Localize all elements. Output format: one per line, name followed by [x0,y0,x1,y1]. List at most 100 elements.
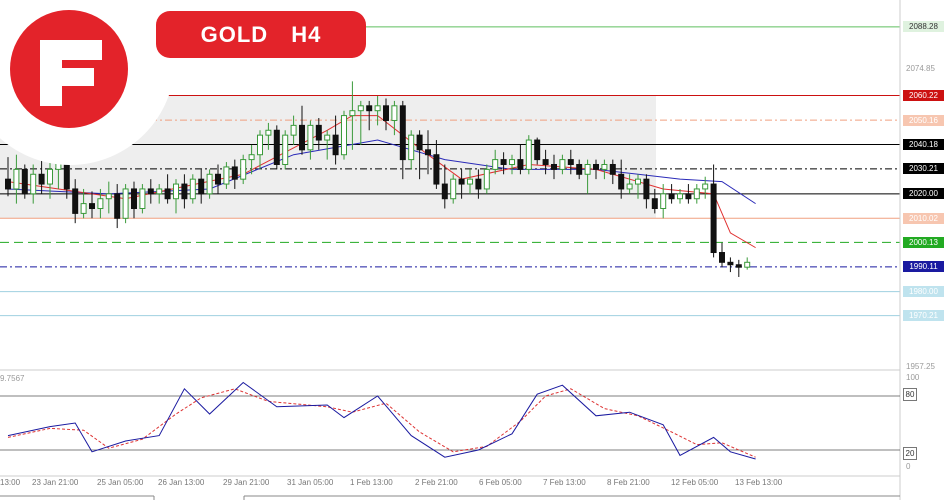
bottom-tab-strip[interactable] [0,495,900,500]
candle-body [215,173,221,185]
price-tick-top: 2074.85 [906,64,935,73]
candle-body [72,188,79,214]
time-tick-label: 23 Jan 21:00 [32,478,79,487]
candle-body [534,139,541,161]
candle-body [383,105,389,121]
candle-body [139,188,146,210]
level-price-tag: 2060.22 [903,89,944,101]
candle-body [30,173,37,195]
time-tick-label: 31 Jan 05:00 [287,478,334,487]
candle-body [735,264,742,268]
time-tick-label: 7 Feb 13:00 [543,478,586,487]
candle-body [198,178,205,195]
oscillator-value: 9.7567 [0,374,25,383]
candle-body [206,173,213,195]
candle-body [492,159,499,170]
timeframe-label: H4 [291,22,322,47]
candle-body [248,154,255,161]
candle-body [450,178,457,200]
brand-logo-mark [10,10,128,128]
candle-body [576,163,583,175]
candle-body [332,134,339,156]
candle-body [601,163,608,170]
candle-body [509,159,515,165]
candle-body [727,261,734,266]
candle-body [173,183,179,200]
candle-body [5,178,11,190]
stochastic-oscillator [0,381,900,460]
candle-body [584,163,591,175]
candle-body [357,105,364,112]
candle-body [399,105,406,161]
candle-body [651,198,658,210]
osc-axis-100: 100 [906,373,920,382]
candle-body [416,134,423,151]
osc-axis-0: 0 [906,462,911,471]
level-price-tag: 2050.16 [903,114,944,126]
candle-body [458,178,465,185]
candle-body [349,110,356,117]
candle-body [89,203,95,210]
time-tick-label: 12 Feb 05:00 [671,478,719,487]
candle-body [559,159,566,170]
candle-body [315,124,322,141]
symbol-badge: GOLD H4 [156,11,366,58]
level-price-tag: 2030.21 [903,163,944,175]
candle-body [114,193,121,219]
candle-body [13,168,20,190]
time-tick-label: 6 Feb 05:00 [479,478,522,487]
price-tick-bottom: 1957.25 [906,362,935,371]
candle-body [257,134,263,156]
time-tick-label: 8 Feb 21:00 [607,478,650,487]
candle-body [282,134,289,165]
symbol-name: GOLD [200,22,269,47]
candle-body [366,105,373,112]
candle-body [290,124,297,136]
candle-body [525,139,532,170]
osc-level-80-tag: 80 [903,388,917,401]
candle-body [660,193,667,210]
candle-body [475,178,482,190]
candle-body [307,124,314,151]
candle-body [668,193,675,200]
candle-body [147,188,154,195]
candle-body [618,173,625,190]
level-price-tag: 1970.21 [903,310,944,322]
candle-body [685,193,692,200]
level-price-tag: 2088.28 [903,21,944,33]
candle-body [425,149,431,156]
level-price-tag: 1980.00 [903,286,944,298]
level-price-tag: 2020.00 [903,188,944,200]
candle-body [341,115,347,156]
candle-body [156,188,163,195]
candle-body [441,183,448,200]
time-tick-label: 13:00 [0,478,21,487]
candle-body [265,129,272,136]
candle-body [433,154,440,185]
candle-body [467,178,473,185]
candle-body [567,159,574,165]
candle-body [626,183,633,190]
time-tick-label: 29 Jan 21:00 [223,478,270,487]
level-price-tag: 2000.13 [903,236,944,248]
level-price-tag: 2040.18 [903,138,944,150]
candle-body [80,203,87,214]
candle-body [63,161,70,190]
candle-body [374,105,381,112]
candle-body [710,183,717,254]
time-tick-label: 1 Feb 13:00 [350,478,393,487]
candle-body [408,134,415,161]
candle-body [324,134,331,141]
candle-body [693,188,700,200]
candle-body [677,193,683,200]
candlesticks [5,81,751,277]
candle-body [609,163,616,175]
stoch-k-line [7,381,756,460]
candle-body [47,168,53,185]
candle-body [744,261,751,268]
candle-body [500,159,507,165]
time-tick-label: 26 Jan 13:00 [158,478,205,487]
candle-body [97,198,104,210]
candle-body [122,188,129,219]
candle-body [483,168,490,190]
